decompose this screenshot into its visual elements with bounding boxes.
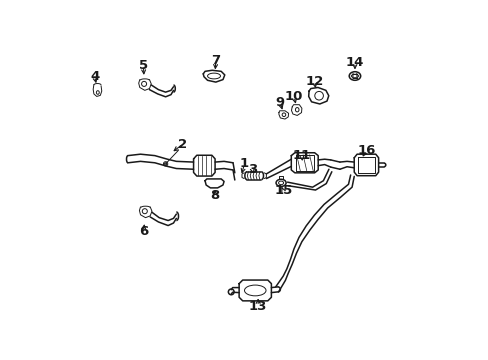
- Text: 2: 2: [178, 138, 187, 150]
- Ellipse shape: [244, 285, 265, 296]
- Text: 13: 13: [248, 300, 267, 313]
- Text: 10: 10: [284, 90, 303, 103]
- Text: 12: 12: [305, 75, 323, 88]
- Text: 6: 6: [139, 225, 148, 238]
- Text: 1: 1: [240, 157, 248, 170]
- Text: 15: 15: [274, 184, 292, 197]
- Ellipse shape: [348, 72, 360, 80]
- Text: 11: 11: [292, 149, 310, 162]
- Ellipse shape: [295, 108, 298, 112]
- Text: 14: 14: [345, 56, 364, 69]
- Ellipse shape: [276, 179, 285, 186]
- Ellipse shape: [142, 81, 146, 86]
- Ellipse shape: [278, 181, 283, 185]
- Ellipse shape: [96, 91, 99, 94]
- Text: 4: 4: [90, 69, 99, 82]
- Text: 16: 16: [357, 144, 375, 157]
- Ellipse shape: [228, 289, 234, 295]
- Text: 3: 3: [247, 163, 257, 176]
- Ellipse shape: [142, 209, 147, 214]
- Ellipse shape: [282, 113, 285, 117]
- Ellipse shape: [314, 91, 323, 100]
- Ellipse shape: [352, 74, 356, 78]
- Text: 7: 7: [211, 54, 220, 67]
- Text: 5: 5: [139, 59, 148, 72]
- Ellipse shape: [163, 162, 167, 166]
- Text: 9: 9: [275, 96, 285, 109]
- Ellipse shape: [164, 163, 166, 165]
- Text: 8: 8: [210, 189, 219, 202]
